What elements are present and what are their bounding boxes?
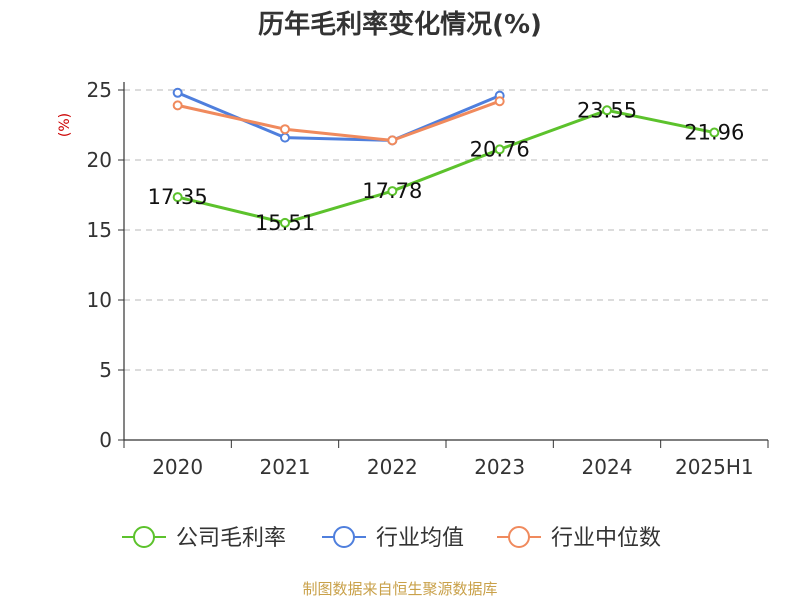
data-point [172, 87, 183, 98]
source-note: 制图数据来自恒生聚源数据库 [302, 580, 498, 598]
data-label: 20.76 [470, 137, 530, 161]
legend-label: 公司毛利率 [176, 526, 286, 551]
y-tick-label: 10 [87, 288, 112, 312]
series-line [177, 99, 501, 142]
data-point [172, 192, 183, 203]
y-axis-title: (%) [57, 113, 73, 137]
axes: 0 5 10 15 20 25 2020 2021 2022 2023 2024 2025H1 [87, 78, 769, 479]
series-lines [172, 87, 720, 228]
legend-label: 行业中位数 [551, 526, 661, 551]
x-tick-label: 2020 [152, 455, 203, 479]
legend-marker [333, 526, 355, 548]
data-point [387, 186, 398, 197]
legend-label: 行业均值 [376, 526, 464, 551]
chart-title: 历年毛利率变化情况(%) [258, 10, 542, 40]
legend-marker [133, 526, 155, 548]
data-point [280, 124, 290, 135]
legend-marker [508, 526, 530, 548]
grid-lines [124, 89, 768, 371]
data-label: 17.35 [148, 185, 208, 209]
data-label: 17.78 [362, 179, 422, 203]
data-point [494, 144, 505, 155]
series-line [177, 108, 715, 225]
y-tick-label: 5 [99, 358, 112, 382]
series-line [177, 91, 501, 142]
y-tick-label: 25 [87, 78, 112, 102]
x-tick-label: 2024 [582, 455, 633, 479]
y-tick-label: 20 [87, 148, 112, 172]
y-tick-label: 0 [99, 428, 112, 452]
x-tick-label: 2025H1 [675, 455, 754, 479]
y-tick-label: 15 [87, 218, 112, 242]
data-point [602, 105, 612, 116]
data-point [172, 100, 183, 111]
legend: 公司毛利率 行业均值 行业中位数 [122, 526, 661, 551]
data-label: 23.55 [577, 98, 637, 122]
x-tick-label: 2021 [260, 455, 311, 479]
data-point [387, 135, 398, 146]
x-tick-label: 2023 [474, 455, 525, 479]
data-point [494, 96, 505, 107]
data-labels: 17.35 15.51 17.78 20.76 23.55 21.96 [148, 98, 745, 235]
data-label: 21.96 [684, 121, 744, 145]
data-label: 15.51 [255, 211, 315, 235]
data-point [709, 127, 720, 138]
data-point [280, 132, 290, 143]
x-tick-label: 2022 [367, 455, 418, 479]
data-point [280, 217, 290, 228]
